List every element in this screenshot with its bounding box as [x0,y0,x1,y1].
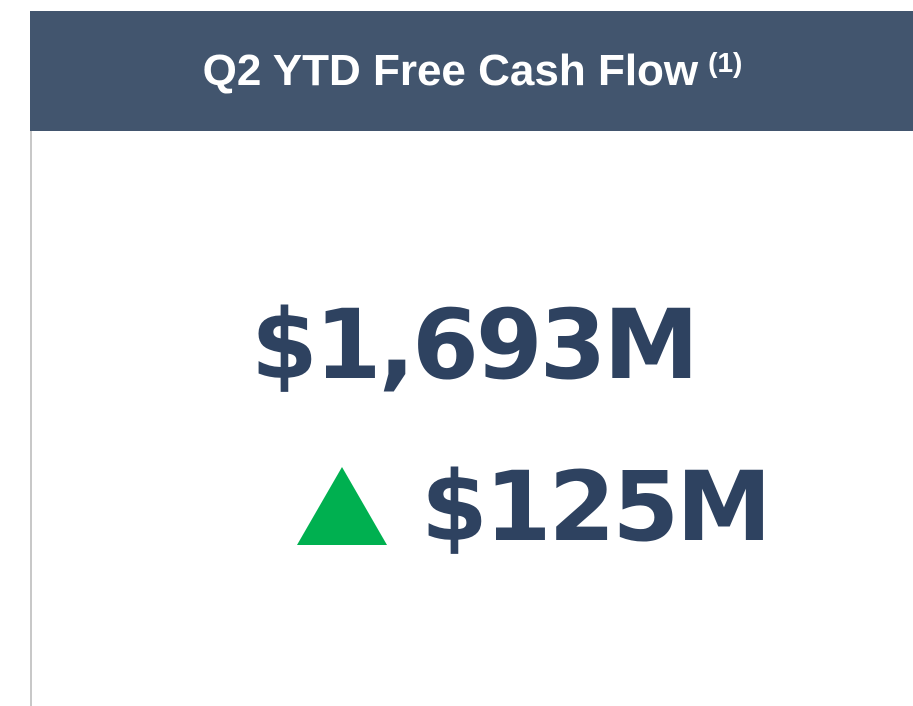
metric-change: $125M [297,451,772,563]
metric-value: $1,693M [251,289,699,401]
card: Q2 YTD Free Cash Flow (1) $1,693M $125M [30,11,913,706]
up-arrow [297,467,387,545]
card-title: Q2 YTD Free Cash Flow [202,46,699,95]
card-header: Q2 YTD Free Cash Flow (1) [30,11,913,131]
change-value: $125M [421,451,772,563]
footnote-marker: (1) [708,47,743,78]
